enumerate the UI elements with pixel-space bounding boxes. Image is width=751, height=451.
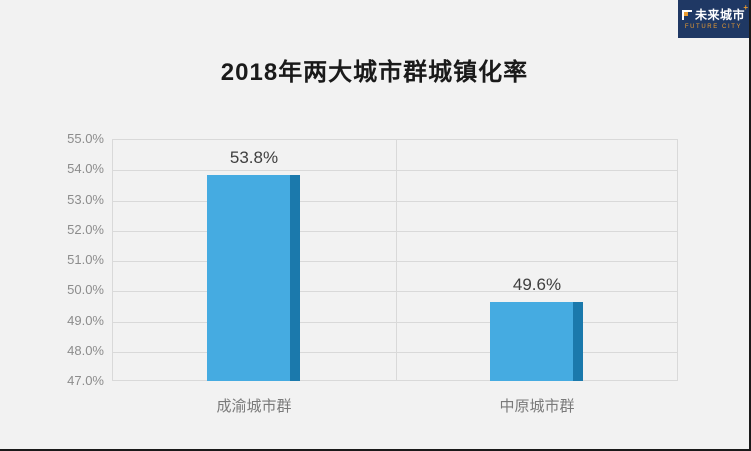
plot-area (112, 139, 678, 381)
logo-orange-square (683, 12, 688, 16)
y-tick-label: 51.0% (67, 252, 104, 267)
gridline (113, 170, 677, 171)
brand-logo-row: 未来城市 + (681, 4, 748, 22)
y-tick-label: 55.0% (67, 131, 104, 146)
brand-logo-en-text: FUTURE CITY (684, 24, 743, 30)
bar-value-label: 49.6% (512, 275, 562, 294)
y-tick-label: 49.0% (67, 313, 104, 328)
gridline (113, 201, 677, 202)
gridline (113, 261, 677, 262)
bar-成渝城市群 (207, 175, 300, 381)
y-tick-label: 48.0% (67, 343, 104, 358)
y-tick-label: 50.0% (67, 282, 104, 297)
chart-title: 2018年两大城市群城镇化率 (220, 59, 529, 86)
bar-value-label: 53.8% (229, 148, 279, 167)
gridline (113, 322, 677, 323)
gridline (113, 352, 677, 353)
bar-shadow-edge (290, 175, 300, 381)
y-tick-label: 47.0% (67, 373, 104, 388)
gridline (113, 291, 677, 292)
bar-中原城市群 (490, 302, 583, 381)
x-category-label: 成渝城市群 (216, 398, 292, 415)
brand-logo-cn-text: 未来城市 (694, 8, 745, 22)
logo-plus-accent: + (743, 3, 748, 12)
bar-face (490, 302, 573, 381)
category-divider-gridline (396, 140, 397, 380)
bar-face (207, 175, 290, 381)
brand-logo: 未来城市 + FUTURE CITY (678, 0, 749, 38)
x-category-label: 中原城市群 (499, 398, 575, 415)
y-tick-label: 52.0% (67, 222, 104, 237)
bar-shadow-edge (573, 302, 583, 381)
gridline (113, 231, 677, 232)
future-city-logo-icon (681, 10, 692, 20)
y-tick-label: 54.0% (67, 161, 104, 176)
y-tick-label: 53.0% (67, 192, 104, 207)
